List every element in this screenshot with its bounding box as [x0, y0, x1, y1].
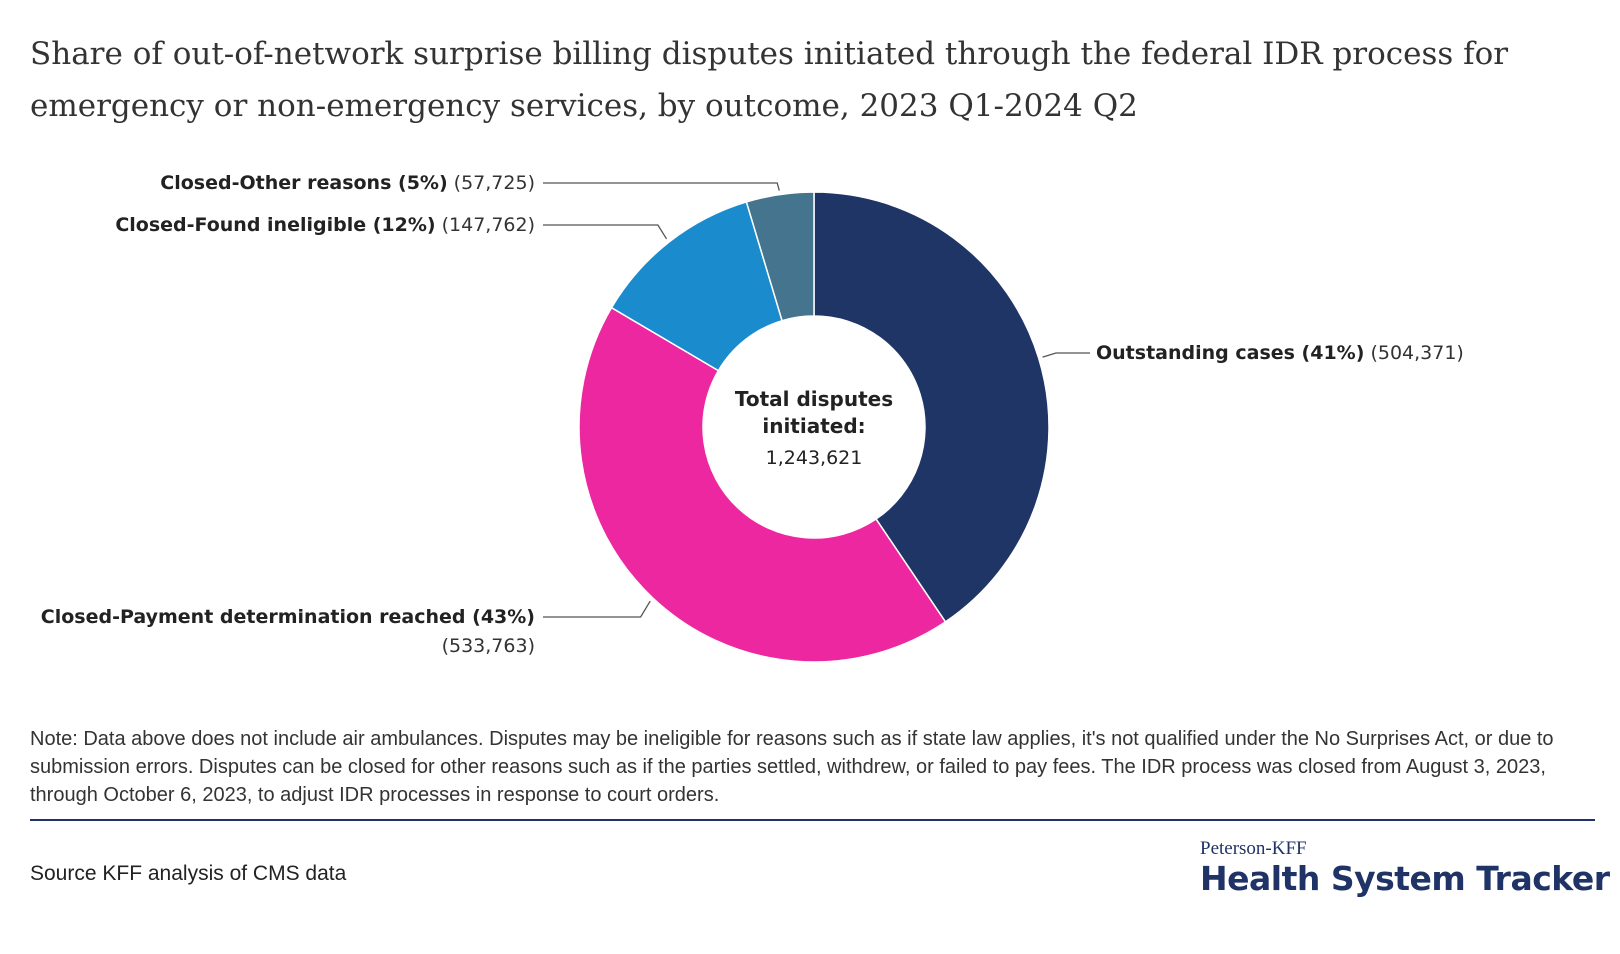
- leader-lines: [543, 182, 1090, 618]
- slice-closed-payment-determination-reached: [578, 306, 947, 663]
- donut-chart: Outstanding cases (41%) (504,371) Closed-…: [41, 172, 1464, 663]
- slice-label-name: Closed-Found ineligible (12%): [115, 214, 435, 236]
- center-label-line2: initiated:: [762, 414, 865, 438]
- slice-closed-other-reasons: [745, 191, 815, 322]
- leader-line-closed-payment-determination-reached: [543, 600, 651, 618]
- slice-label-outstanding-cases: Outstanding cases (41%) (504,371): [1096, 342, 1464, 364]
- chart-note: Note: Data above does not include air am…: [30, 728, 1554, 806]
- slice-label-name: Closed-Payment determination reached (43…: [41, 606, 535, 628]
- slice-label-name: Closed-Other reasons (5%): [160, 172, 447, 194]
- center-label-line1: Total disputes: [735, 387, 893, 411]
- chart-title: Share of out-of-network surprise billing…: [30, 36, 1509, 124]
- chart-source: Source KFF analysis of CMS data: [30, 862, 347, 885]
- slice-labels: Outstanding cases (41%) (504,371) Closed-…: [41, 172, 1464, 657]
- center-label: Total disputes initiated: 1,243,621: [735, 387, 893, 469]
- slice-value-label: (147,762): [436, 214, 535, 236]
- slice-outstanding-cases: [813, 191, 1050, 623]
- slice-label-closed-payment-determination-reached: Closed-Payment determination reached (43…: [41, 606, 535, 628]
- slice-label-closed-found-ineligible: Closed-Found ineligible (12%) (147,762): [115, 214, 535, 236]
- brand-logo: Peterson-KFF Health System Tracker: [1200, 838, 1610, 898]
- slice-value-label: (57,725): [448, 172, 535, 194]
- brand-name: Health System Tracker: [1200, 859, 1610, 898]
- slice-value-label: (504,371): [1364, 342, 1463, 364]
- slice-label-closed-other-reasons: Closed-Other reasons (5%) (57,725): [160, 172, 535, 194]
- slice-value-label: (533,763): [442, 635, 535, 657]
- brand-subtitle: Peterson-KFF: [1200, 838, 1307, 859]
- slices-layer: [578, 191, 1050, 663]
- leader-line-outstanding-cases: [1042, 352, 1090, 358]
- leader-line-closed-found-ineligible: [543, 224, 668, 240]
- footer-divider: [30, 819, 1595, 821]
- leader-line-closed-other-reasons: [543, 182, 780, 191]
- slice-label-name: Outstanding cases (41%): [1096, 342, 1364, 364]
- center-label-value: 1,243,621: [766, 447, 863, 469]
